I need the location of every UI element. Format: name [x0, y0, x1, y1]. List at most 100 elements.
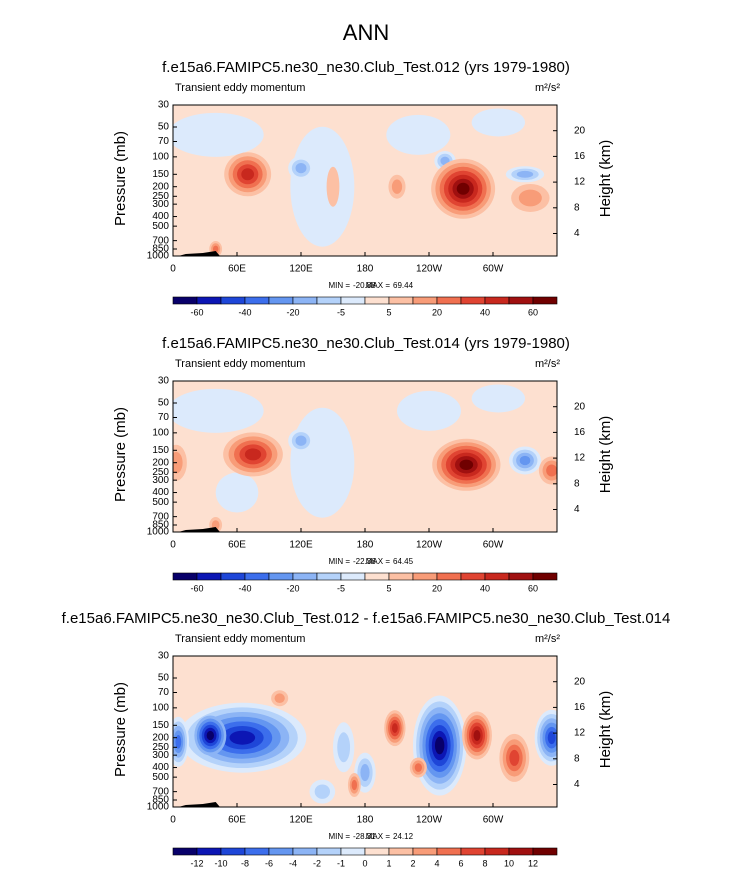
y2-tick-label: 12	[574, 453, 586, 464]
colorbar-label: -60	[190, 583, 203, 593]
y-tick-label: 70	[158, 412, 170, 423]
colorbar-box	[340, 847, 366, 856]
colorbar-box	[460, 572, 486, 581]
y2-tick-label: 16	[574, 427, 586, 438]
y-tick-label: 1000	[147, 251, 170, 262]
contour-level	[295, 163, 307, 174]
panel-title: f.e15a6.FAMIPC5.ne30_ne30.Club_Test.012 …	[62, 610, 671, 627]
y-axis-label: Pressure (mb)	[112, 682, 129, 777]
colorbar-label: 1	[386, 858, 391, 868]
x-tick-label: 180	[357, 540, 374, 551]
colorbar-box	[220, 847, 246, 856]
y-tick-label: 100	[152, 427, 169, 438]
colorbar-label: 40	[480, 307, 490, 317]
contour-level	[295, 435, 307, 446]
colorbar-box	[412, 296, 438, 305]
y-tick-label: 400	[152, 211, 169, 222]
colorbar-box	[508, 847, 534, 856]
y-tick-label: 850	[152, 795, 169, 806]
contour-level	[386, 114, 451, 155]
colorbar-label: -5	[337, 307, 345, 317]
x-tick-label: 60W	[483, 815, 504, 826]
panel-subtitle: Transient eddy momentum	[175, 633, 305, 645]
colorbar-label: -40	[238, 307, 251, 317]
colorbar-box	[196, 572, 222, 581]
colorbar-box	[364, 296, 390, 305]
colorbar-label: 2	[410, 858, 415, 868]
x-tick-label: 120W	[416, 264, 443, 275]
y-tick-label: 50	[158, 122, 170, 133]
contour-level	[215, 472, 259, 513]
colorbar-box	[196, 296, 222, 305]
x-tick-label: 60W	[483, 264, 504, 275]
y2-tick-label: 16	[574, 702, 586, 713]
y-tick-label: 700	[152, 235, 169, 246]
units: m²/s²	[535, 358, 560, 370]
colorbar-box	[508, 296, 534, 305]
y2-tick-label: 8	[574, 753, 580, 764]
colorbar-box	[292, 572, 318, 581]
contour-level	[351, 779, 358, 791]
y-tick-label: 400	[152, 487, 169, 498]
contour-level	[212, 245, 219, 253]
colorbar-label: -20	[286, 583, 299, 593]
colorbar-box	[244, 296, 270, 305]
colorbar-box	[340, 296, 366, 305]
y2-tick-label: 8	[574, 478, 580, 489]
max-label: MAX =	[366, 832, 391, 841]
y2-tick-label: 4	[574, 504, 580, 515]
y-tick-label: 500	[152, 497, 169, 508]
colorbar-box	[244, 847, 270, 856]
y2-tick-label: 8	[574, 202, 580, 213]
panel-title: f.e15a6.FAMIPC5.ne30_ne30.Club_Test.014 …	[162, 335, 570, 352]
contour-level	[518, 189, 542, 207]
contour-level	[546, 464, 557, 477]
colorbar-box	[292, 296, 318, 305]
max-label: MAX =	[366, 557, 391, 566]
contour-level	[547, 731, 556, 745]
max-value: 64.45	[393, 557, 414, 566]
panel-title: f.e15a6.FAMIPC5.ne30_ne30.Club_Test.012 …	[162, 59, 570, 76]
colorbar-box	[484, 572, 510, 581]
panel: f.e15a6.FAMIPC5.ne30_ne30.Club_Test.014 …	[112, 335, 614, 593]
contour-level	[434, 736, 445, 755]
x-tick-label: 120W	[416, 540, 443, 551]
y2-tick-label: 12	[574, 728, 586, 739]
y-tick-label: 1000	[147, 527, 170, 538]
colorbar-box	[436, 847, 462, 856]
x-tick-label: 0	[170, 264, 176, 275]
x-tick-label: 60W	[483, 540, 504, 551]
y-tick-label: 70	[158, 687, 170, 698]
colorbar-label: -2	[313, 858, 321, 868]
contour-level	[391, 723, 398, 733]
y-tick-label: 700	[152, 511, 169, 522]
colorbar-box	[460, 847, 486, 856]
colorbar-label: 0	[362, 858, 367, 868]
contour-level	[229, 730, 256, 745]
y2-tick-label: 20	[574, 676, 586, 687]
contour-level	[290, 126, 355, 247]
colorbar-box	[316, 296, 342, 305]
x-tick-label: 0	[170, 540, 176, 551]
contour-level	[337, 732, 351, 763]
contour-level	[391, 179, 403, 194]
contour-level	[516, 170, 534, 178]
min-label: MIN =	[328, 281, 350, 290]
colorbar-label: -8	[241, 858, 249, 868]
colorbar-box	[436, 296, 462, 305]
y-tick-label: 200	[152, 732, 169, 743]
colorbar-box	[532, 296, 558, 305]
min-label: MIN =	[328, 557, 350, 566]
contour-level	[471, 384, 525, 413]
contour-level	[471, 108, 525, 137]
x-tick-label: 180	[357, 264, 374, 275]
max-label: MAX =	[366, 281, 391, 290]
colorbar-box	[172, 847, 198, 856]
y-tick-label: 300	[152, 199, 169, 210]
colorbar-box	[412, 847, 438, 856]
y-tick-label: 300	[152, 475, 169, 486]
colorbar-box	[436, 572, 462, 581]
y2-axis-label: Height (km)	[597, 140, 614, 218]
